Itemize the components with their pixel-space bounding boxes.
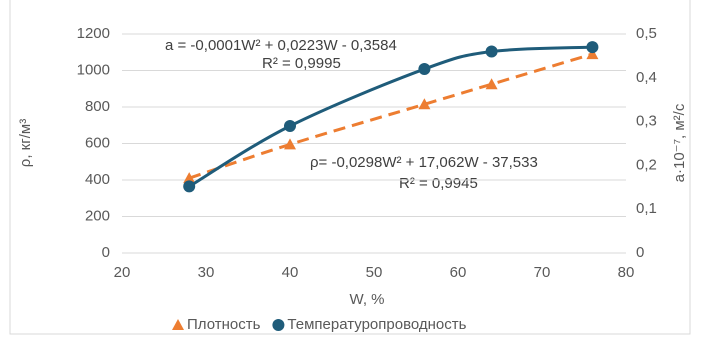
marker: [586, 41, 599, 54]
y2-axis-title: a·10⁻⁷, м²/с: [671, 103, 688, 182]
marker: [284, 119, 296, 132]
y-tick-label: 800: [85, 98, 110, 115]
annotation: R² = 0,9995: [262, 55, 341, 72]
marker: [586, 48, 599, 60]
legend-label: Плотность: [187, 316, 261, 333]
marker: [183, 180, 196, 193]
marker: [485, 45, 498, 58]
y-tick-label: 1000: [77, 61, 110, 78]
annotation: R² = 0,9945: [399, 175, 478, 192]
y-tick-label: 1200: [77, 25, 110, 42]
x-tick-label: 20: [114, 264, 131, 281]
y-tick-label: 200: [85, 207, 110, 224]
annotation: a = -0,0001W² + 0,0223W - 0,3584: [165, 37, 397, 54]
x-tick-label: 50: [366, 264, 383, 281]
y-tick-label: 600: [85, 134, 110, 151]
legend-marker: [172, 319, 184, 330]
x-tick-label: 60: [450, 264, 467, 281]
marker: [485, 78, 498, 90]
y2-tick-label: 0,5: [636, 25, 657, 42]
y-tick-label: 0: [102, 244, 110, 261]
x-tick-label: 40: [282, 264, 299, 281]
y2-tick-label: 0,3: [636, 113, 657, 130]
x-axis-title: W, %: [349, 291, 384, 308]
x-tick-label: 80: [618, 264, 635, 281]
chart-border: [9, 0, 691, 335]
y-tick-label: 400: [85, 171, 110, 188]
y-axis-title: ρ, кг/м³: [17, 119, 34, 167]
legend-marker: [272, 319, 285, 331]
annotation: ρ= -0,0298W² + 17,062W - 37,533: [310, 154, 538, 171]
legend-label: Температуропроводность: [287, 316, 466, 333]
y2-tick-label: 0,4: [636, 69, 657, 86]
marker: [284, 138, 296, 150]
x-tick-label: 70: [534, 264, 551, 281]
y2-tick-label: 0,1: [636, 200, 657, 217]
marker: [418, 98, 431, 110]
marker: [418, 63, 431, 76]
trendline: [188, 45, 593, 188]
x-tick-label: 30: [198, 264, 215, 281]
y2-tick-label: 0: [636, 244, 644, 261]
marker: [183, 172, 196, 184]
y2-tick-label: 0,2: [636, 156, 657, 173]
trendline: [188, 52, 593, 180]
